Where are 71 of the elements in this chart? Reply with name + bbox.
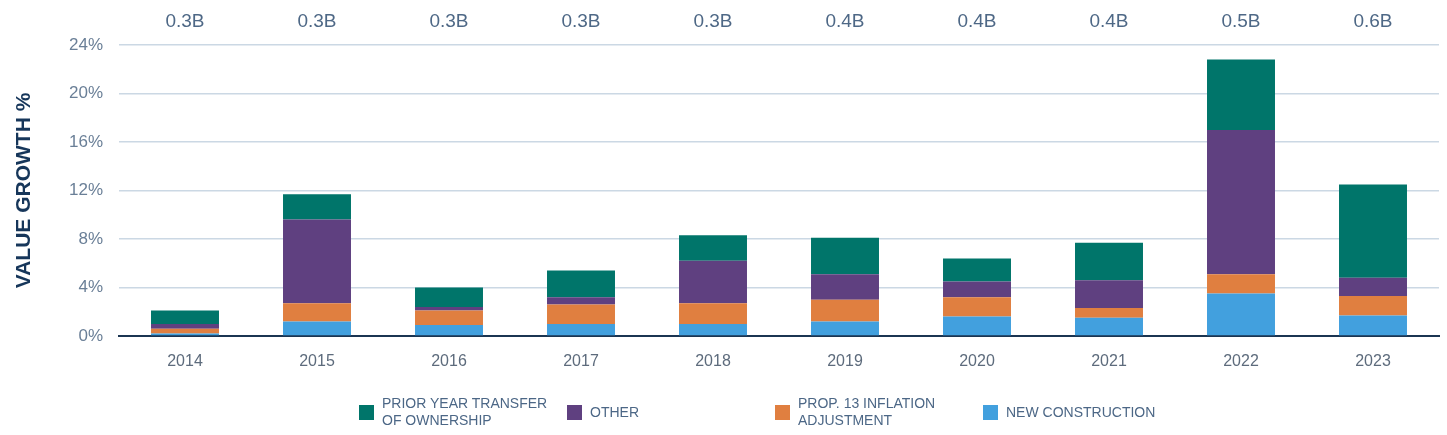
- bar: [943, 281, 1011, 298]
- text: 0.4B: [825, 10, 865, 32]
- bar: [151, 310, 219, 324]
- bar: [1075, 317, 1143, 336]
- text: 0.3B: [429, 10, 469, 32]
- bar: [547, 304, 615, 324]
- x-tick-label: 2023: [1355, 352, 1391, 370]
- legend-label: PROP. 13 INFLATION ADJUSTMENT: [798, 395, 937, 429]
- bar: [1339, 277, 1407, 296]
- text: 0.4B: [1089, 10, 1129, 32]
- bar: [283, 321, 351, 336]
- y-tick-label: 8%: [78, 228, 103, 248]
- text: 0.3B: [561, 10, 601, 32]
- x-tick-label: 2020: [959, 352, 995, 370]
- text: 0.5B: [1221, 10, 1261, 32]
- y-tick-label: 16%: [68, 131, 103, 151]
- bar: [1207, 274, 1275, 294]
- bar: [151, 328, 219, 334]
- bar: [811, 299, 879, 322]
- legend-label: PRIOR YEAR TRANSFER OF OWNERSHIP: [382, 395, 549, 429]
- y-axis-title: VALUE GROWTH %: [11, 92, 35, 289]
- bar: [151, 323, 219, 329]
- legend-label: OTHER: [590, 403, 639, 421]
- x-tick-label: 2017: [563, 352, 599, 370]
- bar: [1207, 59, 1275, 130]
- bar: [415, 287, 483, 307]
- x-tick-label: 2018: [695, 352, 731, 370]
- x-tick-label: 2019: [827, 352, 863, 370]
- x-tick-label: 2022: [1223, 352, 1259, 370]
- x-tick-label: 2021: [1091, 352, 1127, 370]
- bar: [283, 219, 351, 304]
- bar: [679, 260, 747, 304]
- bar: [547, 323, 615, 336]
- bar: [283, 194, 351, 220]
- bar: [415, 310, 483, 326]
- text: 0.6B: [1353, 10, 1393, 32]
- bar: [679, 235, 747, 261]
- bar: [1207, 293, 1275, 336]
- bar: [811, 237, 879, 275]
- text: 0.3B: [165, 10, 205, 32]
- text: 0.3B: [693, 10, 733, 32]
- y-tick-label: 12%: [68, 180, 103, 200]
- text: 0.3B: [297, 10, 337, 32]
- bar: [1339, 184, 1407, 278]
- bar: [1339, 295, 1407, 316]
- bar: [811, 274, 879, 300]
- legend-label: NEW CONSTRUCTION: [1006, 403, 1156, 421]
- bar: [679, 303, 747, 324]
- y-tick-label: 4%: [78, 277, 103, 297]
- bar: [811, 321, 879, 336]
- x-tick-label: 2014: [167, 352, 203, 370]
- y-tick-label: 0%: [78, 325, 103, 345]
- bar: [1075, 242, 1143, 281]
- bar: [1075, 280, 1143, 309]
- bar: [415, 306, 483, 311]
- bar: [547, 297, 615, 305]
- bar: [943, 297, 1011, 317]
- y-tick-label: 20%: [68, 83, 103, 103]
- bar: [1339, 315, 1407, 336]
- bar: [943, 258, 1011, 282]
- bar: [283, 303, 351, 322]
- bar: [1207, 129, 1275, 275]
- text: 0.4B: [957, 10, 997, 32]
- x-tick-label: 2015: [299, 352, 335, 370]
- bar: [1075, 308, 1143, 318]
- bar: [415, 325, 483, 336]
- bar: [547, 270, 615, 298]
- bar: [679, 323, 747, 336]
- x-tick-label: 2016: [431, 352, 467, 370]
- y-tick-label: 24%: [68, 34, 103, 54]
- bar: [943, 316, 1011, 336]
